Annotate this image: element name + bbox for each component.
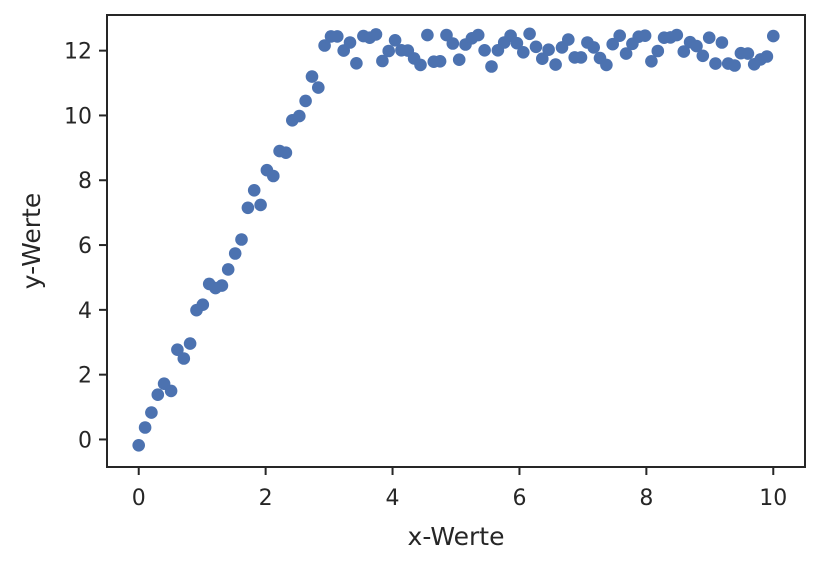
data-point xyxy=(215,279,229,292)
data-point xyxy=(677,45,691,58)
data-point xyxy=(241,201,255,215)
data-point xyxy=(606,37,619,51)
data-point xyxy=(562,33,575,46)
data-point xyxy=(228,247,242,260)
y-tick-label: 2 xyxy=(78,364,92,389)
data-point xyxy=(542,43,555,56)
data-point xyxy=(471,28,485,42)
data-point xyxy=(343,36,357,49)
x-tick-label: 8 xyxy=(639,486,653,511)
data-point xyxy=(369,28,383,41)
data-point xyxy=(132,439,145,452)
y-tick-label: 6 xyxy=(78,234,92,259)
data-point xyxy=(312,81,325,94)
data-point xyxy=(670,28,684,42)
data-point xyxy=(517,46,530,59)
data-point xyxy=(702,31,716,44)
data-point xyxy=(254,198,267,212)
data-point xyxy=(549,58,562,71)
data-point xyxy=(478,44,491,57)
data-point xyxy=(536,52,549,65)
data-point xyxy=(645,55,658,68)
data-point xyxy=(613,29,626,42)
x-tick-label: 2 xyxy=(259,486,273,511)
data-point xyxy=(171,343,184,357)
data-point xyxy=(600,58,613,72)
data-point xyxy=(452,53,466,66)
x-tick-label: 4 xyxy=(386,486,400,511)
y-axis-ticks: 0 2 4 6 8 10 12 xyxy=(64,40,107,453)
data-point xyxy=(523,27,536,41)
x-tick-label: 10 xyxy=(759,486,787,511)
data-point xyxy=(741,47,755,60)
data-points xyxy=(132,27,780,452)
data-point xyxy=(414,58,427,72)
x-axis-ticks: 0 2 4 6 8 10 xyxy=(132,467,787,511)
data-point xyxy=(510,36,524,50)
data-point xyxy=(267,169,280,183)
data-point xyxy=(767,29,780,43)
data-point xyxy=(709,57,722,70)
data-point xyxy=(696,49,710,63)
data-point xyxy=(299,94,312,108)
data-point xyxy=(433,55,447,68)
data-point xyxy=(587,41,600,54)
x-tick-label: 0 xyxy=(132,486,146,511)
data-point xyxy=(293,109,306,123)
data-point xyxy=(183,337,197,350)
y-tick-label: 4 xyxy=(78,299,92,324)
data-point xyxy=(164,384,178,398)
data-point xyxy=(350,57,363,70)
x-axis-label: x-Werte xyxy=(408,522,505,551)
data-point xyxy=(177,352,191,365)
y-tick-label: 12 xyxy=(64,40,92,65)
data-point xyxy=(247,184,261,197)
data-point xyxy=(318,39,331,52)
y-axis-label: y-Werte xyxy=(17,193,46,289)
data-point xyxy=(760,50,774,63)
data-point xyxy=(529,40,543,54)
data-point xyxy=(421,28,434,42)
data-point xyxy=(151,388,165,402)
data-point xyxy=(446,37,460,50)
data-point xyxy=(221,263,235,276)
data-point xyxy=(715,36,729,49)
data-point xyxy=(638,29,652,42)
data-point xyxy=(305,70,319,83)
y-tick-label: 10 xyxy=(64,104,92,129)
data-point xyxy=(196,298,210,312)
y-tick-label: 8 xyxy=(78,169,92,194)
data-point xyxy=(651,44,665,58)
data-point xyxy=(485,60,498,73)
data-point xyxy=(279,146,293,159)
data-point xyxy=(145,406,158,419)
data-point xyxy=(138,421,152,434)
plot-frame xyxy=(106,14,806,468)
data-point xyxy=(728,59,741,72)
data-point xyxy=(574,51,588,64)
data-point xyxy=(619,47,633,60)
x-tick-label: 6 xyxy=(512,486,526,511)
data-point xyxy=(690,39,703,53)
data-point xyxy=(376,54,389,68)
y-tick-label: 0 xyxy=(78,428,92,453)
data-point xyxy=(382,44,396,58)
data-point xyxy=(331,30,344,43)
data-point xyxy=(235,233,248,246)
data-point xyxy=(388,34,402,47)
